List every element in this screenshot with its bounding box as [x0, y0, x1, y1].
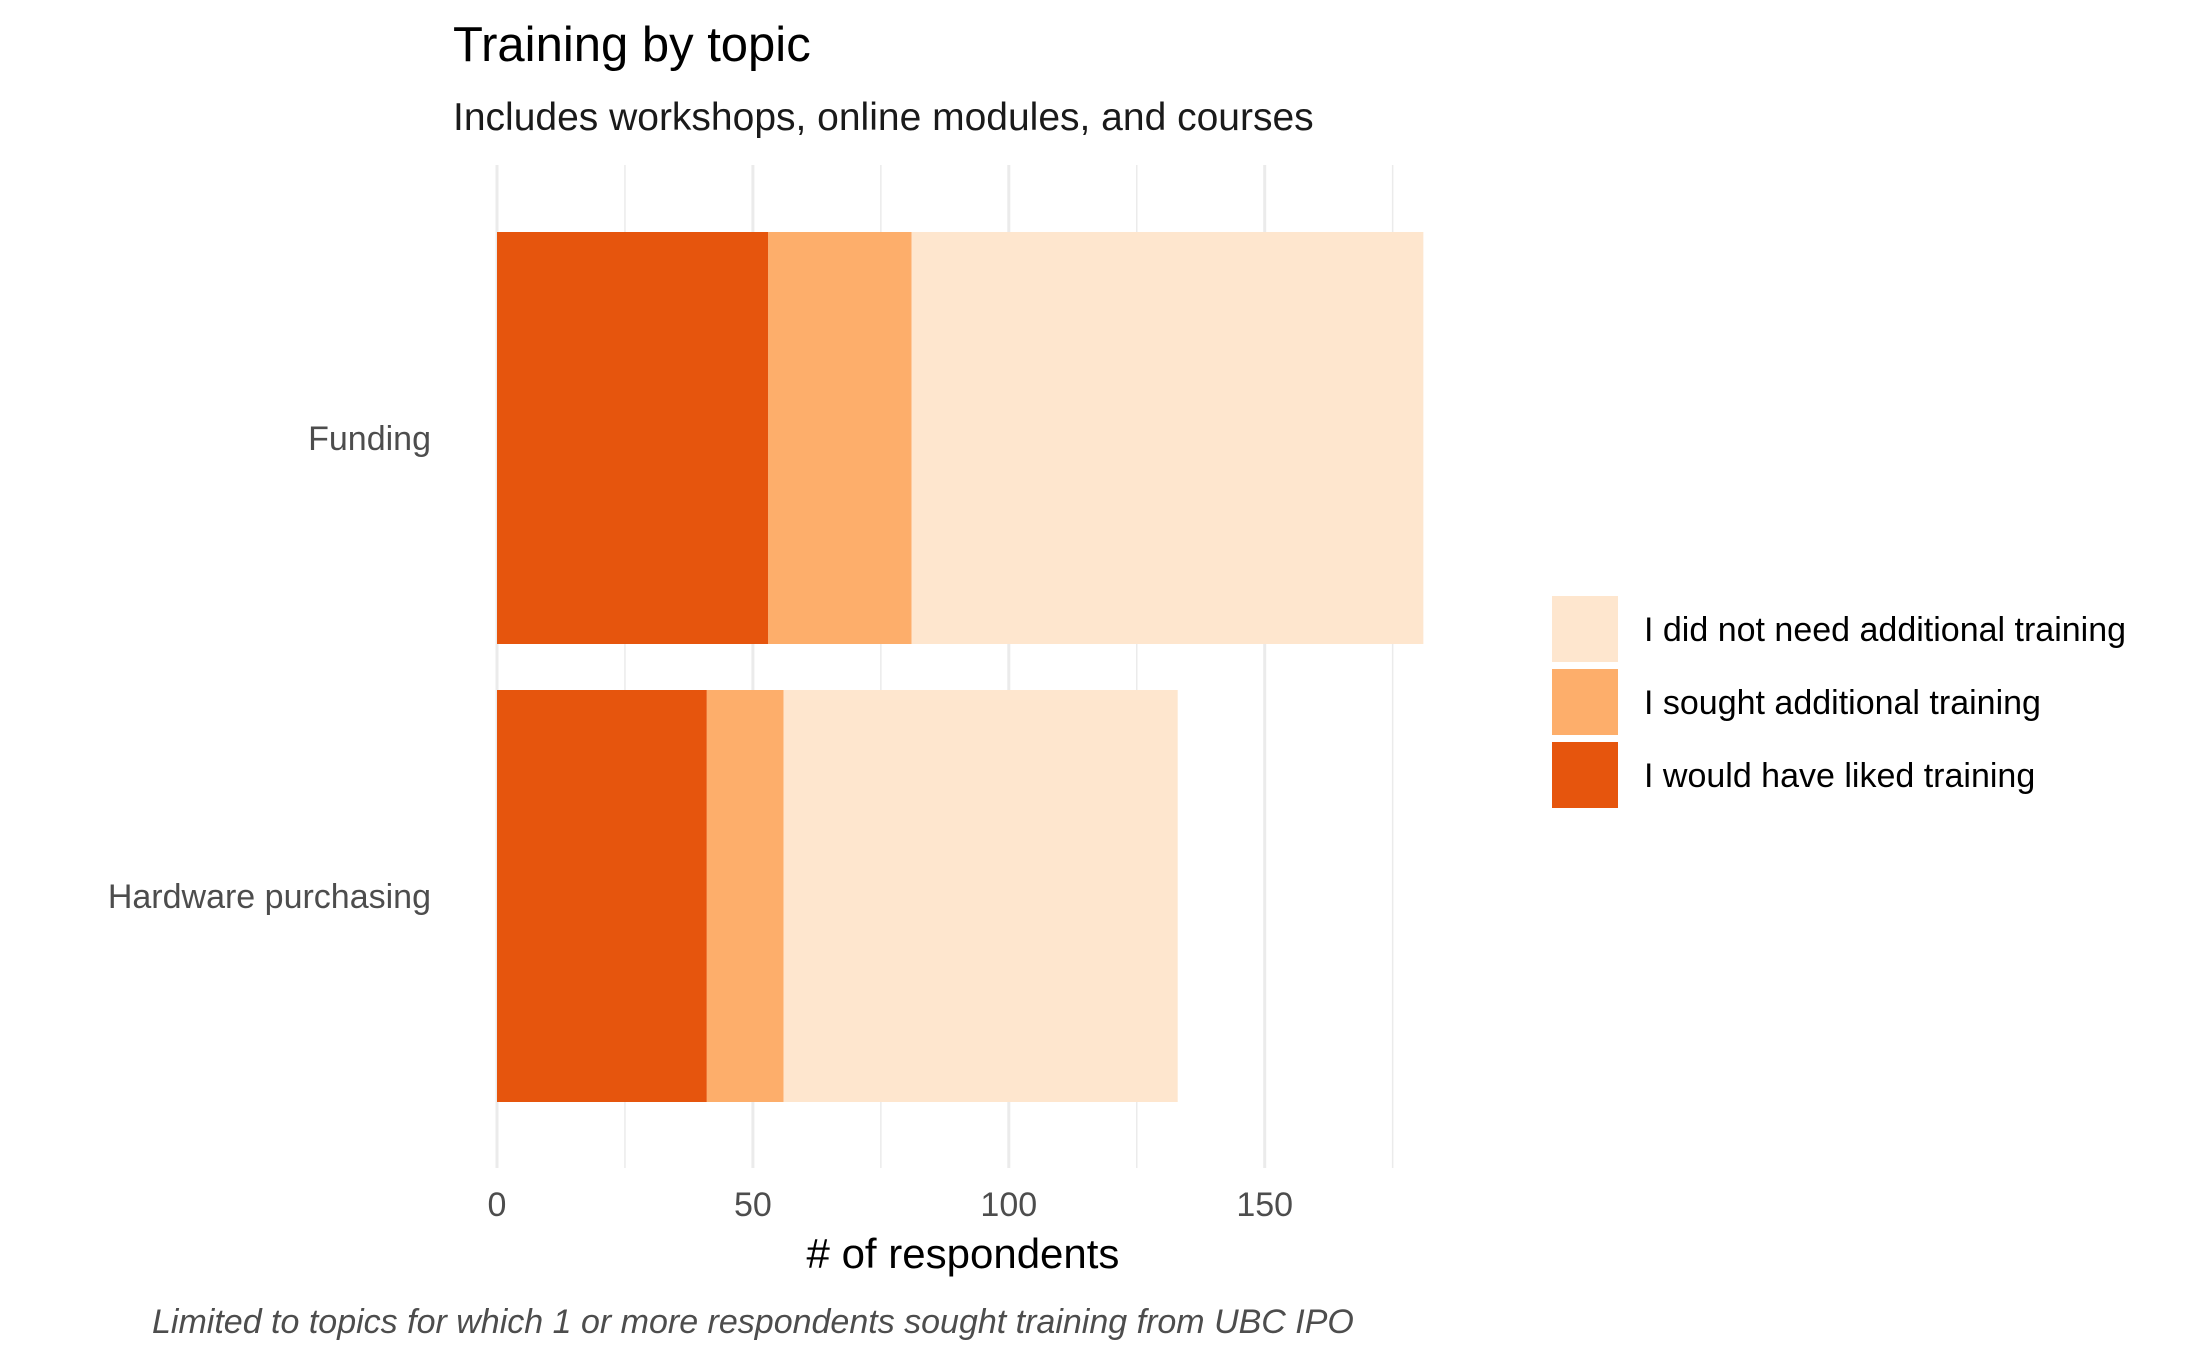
x-tick-label: 50 — [734, 1186, 772, 1224]
legend-key-i-sought-additional-training — [1552, 669, 1618, 735]
legend: I did not need additional training I soug… — [1552, 596, 2126, 808]
x-tick-label: 0 — [488, 1186, 507, 1224]
chart-caption: Limited to topics for which 1 or more re… — [152, 1303, 1354, 1341]
bar-funding-i-would-have-liked-training — [497, 232, 769, 644]
x-tick-label: 100 — [980, 1186, 1037, 1224]
bar-funding-i-did-not-need-additional-training — [911, 232, 1424, 644]
bar-hardware-purchasing-i-sought-additional-training — [706, 690, 784, 1102]
legend-key-i-would-have-liked-training — [1552, 742, 1618, 808]
bars — [497, 232, 1424, 1102]
chart-title: Training by topic — [453, 18, 811, 72]
x-tick-label: 150 — [1236, 1186, 1293, 1224]
chart-subtitle: Includes workshops, online modules, and … — [453, 96, 1314, 139]
legend-key-i-did-not-need-additional-training — [1552, 596, 1618, 662]
category-labels: Funding Hardware purchasing — [108, 420, 431, 916]
category-label: Hardware purchasing — [108, 878, 431, 916]
legend-label-i-sought-additional-training: I sought additional training — [1644, 684, 2041, 722]
legend-label-i-would-have-liked-training: I would have liked training — [1644, 757, 2035, 795]
x-axis-title: # of respondents — [807, 1230, 1120, 1277]
bar-hardware-purchasing-i-did-not-need-additional-training — [783, 690, 1178, 1102]
bar-hardware-purchasing-i-would-have-liked-training — [497, 690, 707, 1102]
category-label: Funding — [308, 420, 431, 458]
bar-funding-i-sought-additional-training — [768, 232, 912, 644]
legend-label-i-did-not-need-additional-training: I did not need additional training — [1644, 611, 2126, 649]
x-tick-labels: 0 50 100 150 — [488, 1186, 1294, 1224]
